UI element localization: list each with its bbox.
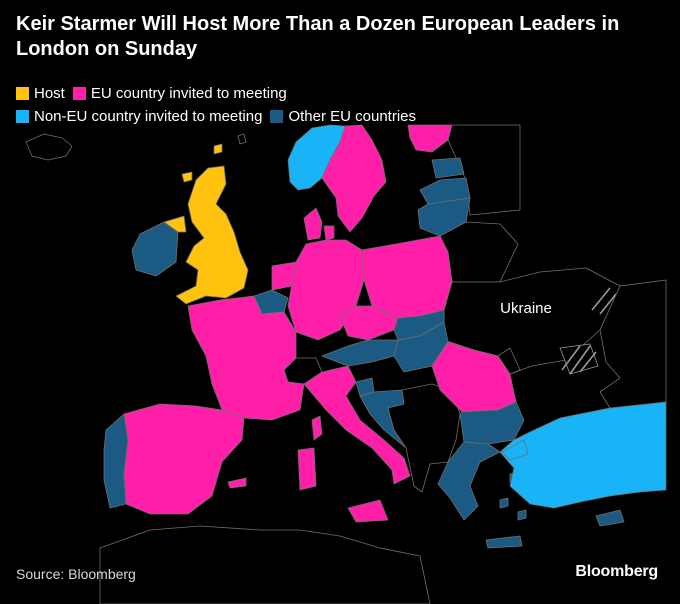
map-north-africa (99, 525, 431, 604)
map-sweden (321, 124, 387, 233)
legend-label-other-eu: Other EU countries (288, 107, 417, 125)
legend-swatch-other-eu (270, 110, 284, 123)
map-corsica (311, 415, 323, 441)
legend-row-2: Non-EU country invited to meeting Other … (16, 105, 666, 128)
legend-item-host: Host (16, 83, 65, 105)
map-portugal (103, 413, 129, 509)
map-moldova (497, 347, 521, 375)
legend-label-host: Host (34, 84, 65, 102)
legend-swatch-eu-invited (72, 87, 86, 100)
map-ireland (131, 221, 179, 277)
map-cyprus (595, 509, 625, 527)
map-austria (321, 339, 399, 367)
map-uk-isles (181, 143, 223, 183)
map-iceland (25, 133, 73, 161)
legend: Host EU country invited to meeting Non-E… (16, 82, 666, 128)
map-northern-ireland (163, 215, 187, 233)
map-crimea (559, 343, 599, 375)
map-sicily (347, 499, 389, 523)
legend-label-eu-invited: EU country invited to meeting (90, 84, 287, 102)
map-sardinia (297, 447, 317, 491)
map-turkey (499, 401, 667, 509)
map-poland (361, 235, 453, 319)
map-finland (407, 124, 453, 153)
map-turkey-thrace (501, 439, 529, 461)
legend-item-other-eu: Other EU countries (270, 106, 416, 128)
map-spain (123, 403, 245, 515)
map-faroe (237, 133, 247, 145)
legend-row-1: Host EU country invited to meeting (16, 82, 666, 105)
legend-item-eu-invited: EU country invited to meeting (72, 83, 287, 105)
map-belarus (439, 221, 519, 283)
legend-item-non-eu-invited: Non-EU country invited to meeting (16, 106, 262, 128)
legend-label-non-eu-invited: Non-EU country invited to meeting (34, 107, 263, 125)
brand-logo: Bloomberg (575, 563, 658, 580)
legend-swatch-non-eu-invited (16, 110, 29, 123)
map-western-balkans (387, 383, 461, 493)
map-balearic (227, 477, 247, 489)
source-note: Source: Bloomberg (16, 566, 136, 582)
map-russia-south (599, 279, 667, 409)
map-label-ukraine: Ukraine (500, 300, 552, 317)
map-crete (485, 535, 523, 549)
map-greece (437, 441, 501, 521)
chart-title: Keir Starmer Will Host More Than a Dozen… (16, 13, 620, 60)
map-denmark (303, 207, 335, 241)
map-france (187, 295, 305, 421)
map-romania (431, 341, 517, 413)
map-italy (303, 365, 411, 485)
map-hungary (393, 321, 449, 373)
map-estonia (431, 157, 465, 179)
map-netherlands (271, 261, 297, 291)
map-uk (175, 165, 249, 305)
legend-swatch-host (16, 87, 29, 100)
map-russia-nw (447, 124, 521, 216)
map-latvia (419, 177, 471, 205)
